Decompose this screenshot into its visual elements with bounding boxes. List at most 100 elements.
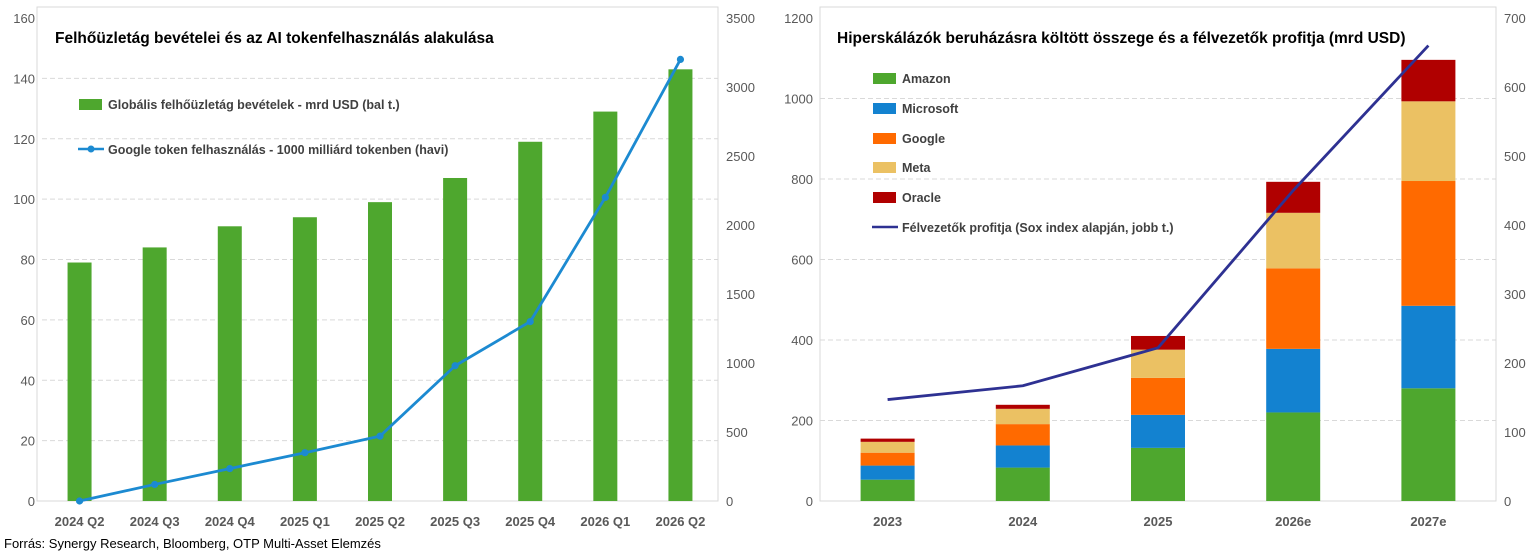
legend-swatch-oracle: [873, 192, 896, 203]
bar-oracle-2023: [860, 438, 915, 442]
legend-label-cloud-revenue: Globális felhőüzletág bevételek - mrd US…: [108, 98, 400, 112]
bar-google-2024: [995, 424, 1050, 446]
bar-microsoft-2026e: [1266, 348, 1321, 413]
y-tick-right-label: 3500: [726, 11, 755, 26]
bar-google-2027e: [1401, 181, 1456, 306]
chart-left-x-ticks: 2024 Q2 2024 Q3 2024 Q4 2025 Q1 2025 Q2 2025 …: [55, 514, 706, 529]
y-tick-right-label: 2500: [726, 149, 755, 164]
chart-left-y-ticks-left: 0 20 40 60 80 100 120 140 160: [13, 11, 35, 509]
x-tick-label: 2027e: [1410, 514, 1446, 529]
x-tick-label: 2026 Q1: [580, 514, 630, 529]
legend-label-google: Google: [902, 132, 945, 146]
chart-right-title: Hiperskálázók beruházásra költött összeg…: [837, 30, 1406, 47]
line-point-2026-q1: [601, 193, 609, 201]
bar-amazon-2027e: [1401, 388, 1456, 501]
bar-meta-2023: [860, 441, 915, 453]
y-tick-right-label: 200: [1504, 356, 1526, 371]
y-tick-right-label: 0: [726, 494, 733, 509]
y-tick-left-label: 800: [791, 172, 813, 187]
y-tick-left-label: 40: [21, 373, 35, 388]
y-tick-right-label: 2000: [726, 218, 755, 233]
y-tick-left-label: 100: [13, 192, 35, 207]
x-tick-label: 2025 Q4: [505, 514, 556, 529]
bar-oracle-2024: [995, 404, 1050, 409]
bar-2026-q1: [593, 111, 618, 502]
bar-2024-q3: [142, 247, 167, 501]
source-note: Forrás: Synergy Research, Bloomberg, OTP…: [4, 536, 381, 551]
x-tick-label: 2024 Q4: [205, 514, 256, 529]
chart-left-legend: Globális felhőüzletág bevételek - mrd US…: [78, 98, 448, 157]
y-tick-right-label: 3000: [726, 80, 755, 95]
y-tick-left-label: 120: [13, 132, 35, 147]
y-tick-right-label: 1000: [726, 356, 755, 371]
x-tick-label: 2024 Q2: [55, 514, 105, 529]
y-tick-right-label: 600: [1504, 80, 1526, 95]
bar-meta-2026e: [1266, 212, 1321, 269]
chart-left: 0 20 40 60 80 100 120 140 160 0 500 1000 1500 2000 25…: [13, 6, 755, 529]
y-tick-right-label: 1500: [726, 287, 755, 302]
legend-label-meta: Meta: [902, 161, 932, 175]
bar-2024-q4: [217, 226, 242, 501]
legend-label-amazon: Amazon: [902, 72, 951, 86]
y-tick-right-label: 400: [1504, 218, 1526, 233]
chart-right-x-ticks: 2023 2024 2025 2026e 2027e: [873, 514, 1446, 529]
line-point-2024-q2: [75, 497, 84, 505]
legend-swatch-amazon: [873, 73, 896, 84]
line-point-2025-q1: [301, 449, 309, 457]
y-tick-left-label: 140: [13, 71, 35, 86]
x-tick-label: 2025 Q3: [430, 514, 480, 529]
bar-microsoft-2027e: [1401, 305, 1456, 389]
legend-swatch-cloud-revenue: [79, 99, 102, 110]
y-tick-right-label: 500: [1504, 149, 1526, 164]
bar-amazon-2026e: [1266, 412, 1321, 501]
y-tick-left-label: 0: [28, 494, 35, 509]
legend-label-google-tokens: Google token felhasználás - 1000 milliár…: [108, 143, 448, 157]
bar-2024-q2: [67, 262, 92, 501]
y-tick-right-label: 0: [1504, 494, 1511, 509]
bar-amazon-2024: [995, 467, 1050, 501]
bar-google-2025: [1131, 377, 1185, 415]
y-tick-right-label: 100: [1504, 425, 1526, 440]
y-tick-left-label: 80: [21, 253, 35, 268]
chart-right-stacked-bars: [860, 59, 1456, 501]
bar-google-2026e: [1266, 268, 1321, 349]
chart-right-y-ticks-right: 0 100 200 300 400 500 600 700: [1504, 11, 1526, 509]
y-tick-left-label: 1000: [784, 92, 813, 107]
bar-meta-2027e: [1401, 101, 1456, 182]
line-series-f-lvezet-k-profitja-sox-index-: [887, 44, 1430, 401]
bar-google-2023: [860, 452, 915, 466]
y-tick-left-label: 160: [13, 11, 35, 26]
line-point-2024-q4: [226, 464, 234, 473]
y-tick-left-label: 600: [791, 253, 813, 268]
y-tick-left-label: 1200: [784, 11, 813, 26]
chart-right-y-ticks-left: 0 200 400 600 800 1000 1200: [784, 11, 813, 509]
bar-amazon-2025: [1131, 447, 1185, 501]
line-point-2025-q3: [451, 362, 459, 370]
chart-left-title: Felhőüzletág bevételei és az AI tokenfel…: [55, 30, 494, 47]
bar-2025-q1: [292, 217, 317, 502]
bar-2025-q3: [443, 177, 468, 501]
y-tick-right-label: 500: [726, 425, 748, 440]
bar-meta-2024: [995, 408, 1050, 425]
bar-2026-q2: [668, 69, 693, 501]
x-tick-label: 2023: [873, 514, 902, 529]
legend-label-semiconductor-profit: Félvezetők profitja (Sox index alapján, …: [902, 221, 1174, 235]
legend-marker-google-tokens: [87, 145, 95, 153]
chart-right-line: [887, 44, 1430, 401]
x-tick-label: 2025 Q1: [280, 514, 330, 529]
x-tick-label: 2024 Q3: [130, 514, 180, 529]
x-tick-label: 2025 Q2: [355, 514, 405, 529]
line-point-2025-q2: [376, 432, 384, 440]
chart-right-legend: Amazon Microsoft Google Meta Oracle Félv…: [872, 72, 1174, 235]
legend-swatch-meta: [873, 162, 896, 173]
bar-microsoft-2024: [995, 445, 1050, 468]
legend-swatch-microsoft: [873, 103, 896, 114]
chart-right: 0 200 400 600 800 1000 1200 0 100 200 300 400 500 60…: [784, 6, 1526, 529]
y-tick-left-label: 0: [806, 494, 813, 509]
bar-oracle-2025: [1131, 335, 1185, 350]
y-tick-left-label: 20: [21, 434, 35, 449]
x-tick-label: 2026e: [1275, 514, 1311, 529]
x-tick-label: 2026 Q2: [656, 514, 706, 529]
y-tick-left-label: 400: [791, 333, 813, 348]
